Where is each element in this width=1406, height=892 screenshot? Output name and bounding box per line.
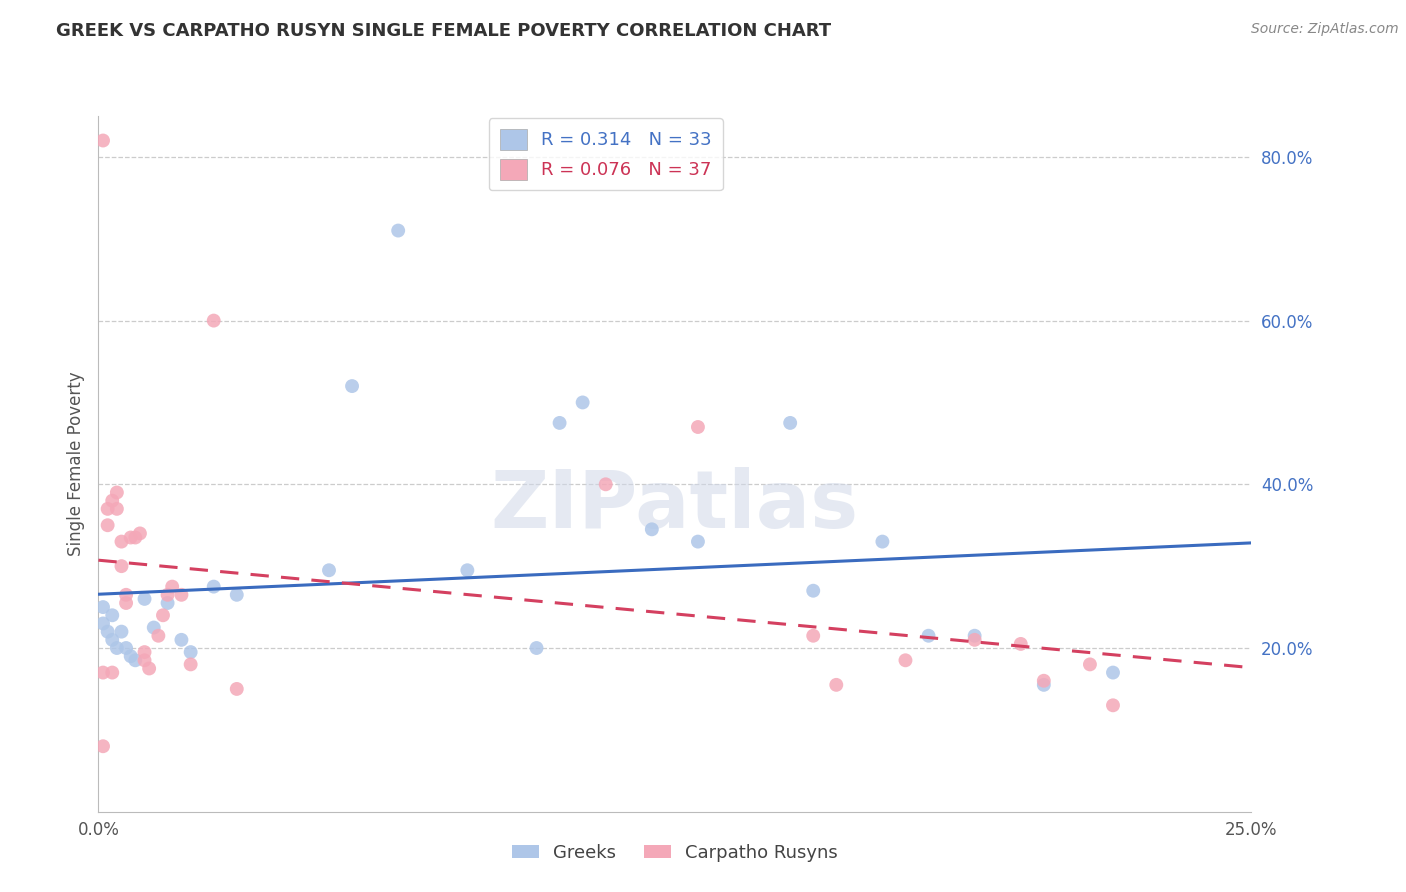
Point — [917, 629, 939, 643]
Point — [115, 640, 138, 655]
Point — [686, 420, 709, 434]
Point — [456, 563, 478, 577]
Point — [134, 591, 156, 606]
Point — [91, 600, 114, 615]
Point — [101, 632, 124, 647]
Point — [1032, 678, 1054, 692]
Point — [97, 624, 120, 639]
Point — [110, 624, 132, 639]
Point — [1078, 657, 1101, 672]
Point — [152, 608, 174, 623]
Point — [1102, 698, 1125, 713]
Point — [129, 526, 152, 541]
Point — [170, 632, 193, 647]
Y-axis label: Single Female Poverty: Single Female Poverty — [66, 372, 84, 556]
Point — [571, 395, 593, 409]
Point — [387, 223, 409, 237]
Point — [801, 629, 824, 643]
Point — [225, 681, 247, 696]
Point — [825, 678, 848, 692]
Point — [170, 588, 193, 602]
Point — [91, 134, 114, 148]
Point — [105, 640, 128, 655]
Point — [101, 665, 124, 680]
Point — [148, 629, 170, 643]
Point — [963, 629, 986, 643]
Point — [120, 531, 142, 545]
Point — [101, 608, 124, 623]
Point — [548, 416, 571, 430]
Point — [526, 640, 548, 655]
Point — [641, 522, 664, 536]
Point — [124, 653, 146, 667]
Point — [318, 563, 340, 577]
Point — [872, 534, 894, 549]
Point — [91, 739, 114, 754]
Point — [595, 477, 617, 491]
Point — [110, 559, 132, 574]
Text: ZIPatlas: ZIPatlas — [491, 467, 859, 545]
Point — [779, 416, 801, 430]
Point — [180, 645, 202, 659]
Point — [101, 493, 124, 508]
Point — [105, 485, 128, 500]
Point — [142, 621, 165, 635]
Point — [124, 531, 146, 545]
Point — [110, 534, 132, 549]
Point — [160, 580, 183, 594]
Point — [115, 596, 138, 610]
Point — [340, 379, 363, 393]
Point — [134, 653, 156, 667]
Point — [156, 596, 179, 610]
Point — [1102, 665, 1125, 680]
Point — [686, 534, 709, 549]
Point — [105, 501, 128, 516]
Point — [138, 661, 160, 675]
Point — [1032, 673, 1054, 688]
Text: GREEK VS CARPATHO RUSYN SINGLE FEMALE POVERTY CORRELATION CHART: GREEK VS CARPATHO RUSYN SINGLE FEMALE PO… — [56, 22, 831, 40]
Point — [97, 518, 120, 533]
Point — [801, 583, 824, 598]
Point — [120, 649, 142, 664]
Point — [156, 588, 179, 602]
Point — [225, 588, 247, 602]
Legend: Greeks, Carpatho Rusyns: Greeks, Carpatho Rusyns — [505, 837, 845, 869]
Point — [180, 657, 202, 672]
Point — [91, 616, 114, 631]
Point — [91, 665, 114, 680]
Text: Source: ZipAtlas.com: Source: ZipAtlas.com — [1251, 22, 1399, 37]
Point — [115, 588, 138, 602]
Point — [202, 580, 225, 594]
Point — [134, 645, 156, 659]
Point — [963, 632, 986, 647]
Point — [894, 653, 917, 667]
Point — [97, 501, 120, 516]
Point — [202, 313, 225, 327]
Point — [1010, 637, 1032, 651]
